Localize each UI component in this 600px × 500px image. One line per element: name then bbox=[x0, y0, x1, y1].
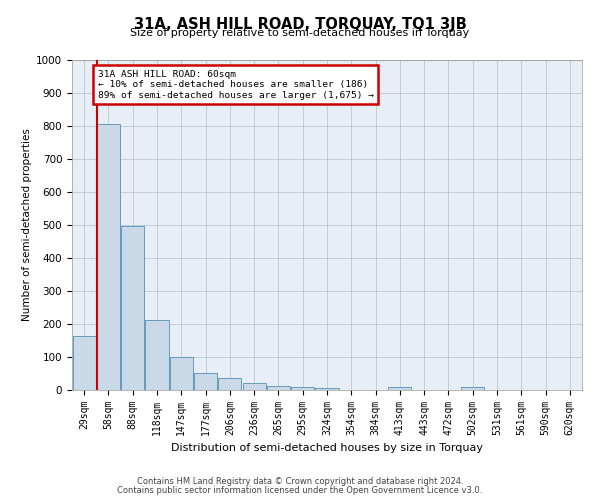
Bar bbox=[267, 386, 290, 390]
Bar bbox=[194, 372, 217, 390]
Bar bbox=[242, 384, 266, 390]
Text: 31A ASH HILL ROAD: 60sqm
← 10% of semi-detached houses are smaller (186)
89% of : 31A ASH HILL ROAD: 60sqm ← 10% of semi-d… bbox=[97, 70, 373, 100]
Text: Size of property relative to semi-detached houses in Torquay: Size of property relative to semi-detach… bbox=[130, 28, 470, 38]
Bar bbox=[218, 378, 241, 390]
Bar bbox=[461, 386, 484, 390]
Bar bbox=[73, 336, 95, 390]
Bar bbox=[388, 387, 412, 390]
Text: 31A, ASH HILL ROAD, TORQUAY, TQ1 3JB: 31A, ASH HILL ROAD, TORQUAY, TQ1 3JB bbox=[134, 18, 466, 32]
Bar bbox=[121, 226, 144, 390]
Text: Contains public sector information licensed under the Open Government Licence v3: Contains public sector information licen… bbox=[118, 486, 482, 495]
Text: Contains HM Land Registry data © Crown copyright and database right 2024.: Contains HM Land Registry data © Crown c… bbox=[137, 477, 463, 486]
Bar bbox=[97, 124, 120, 390]
Bar bbox=[170, 357, 193, 390]
Bar bbox=[145, 320, 169, 390]
Bar bbox=[316, 388, 338, 390]
Bar bbox=[291, 386, 314, 390]
X-axis label: Distribution of semi-detached houses by size in Torquay: Distribution of semi-detached houses by … bbox=[171, 444, 483, 454]
Y-axis label: Number of semi-detached properties: Number of semi-detached properties bbox=[22, 128, 32, 322]
